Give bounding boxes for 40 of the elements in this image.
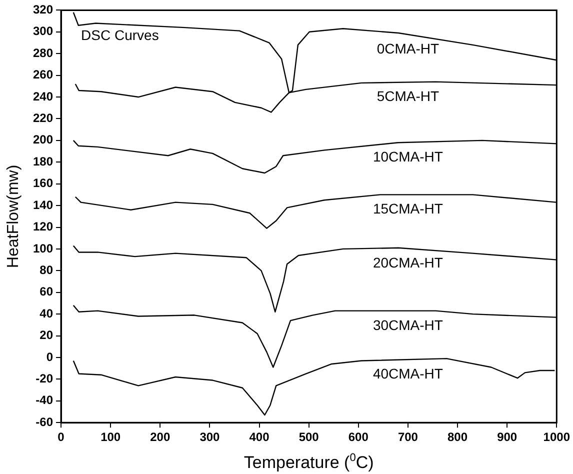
x-tick-label: 800 [448, 430, 468, 444]
x-tick-label: 600 [348, 430, 369, 444]
x-tick-label: 0 [58, 430, 65, 444]
series-label: 20CMA-HT [372, 254, 444, 271]
series-label: 10CMA-HT [372, 148, 444, 164]
x-tick-label: 500 [298, 430, 320, 444]
y-tick-label: 180 [32, 154, 54, 168]
y-tick-label: 20 [40, 328, 54, 342]
y-tick-label: -60 [36, 414, 54, 429]
y-tick-label: 280 [32, 46, 54, 60]
y-tick-label: 260 [32, 68, 54, 82]
y-tick-label: -40 [36, 393, 54, 408]
annotation: DSC Curves [81, 27, 159, 44]
y-tick-label: 60 [40, 284, 54, 299]
series-label: 40CMA-HT [372, 366, 444, 382]
x-tick-label: 900 [497, 430, 518, 444]
y-tick-label: 160 [32, 176, 54, 190]
x-tick-label: 300 [200, 430, 220, 444]
x-tick-label: 100 [100, 430, 121, 444]
y-tick-label: 240 [32, 89, 54, 104]
y-tick-label: 140 [32, 198, 54, 212]
y-tick-label: -20 [36, 372, 54, 386]
x-tick-label: 200 [150, 430, 170, 444]
y-tick-label: 80 [40, 262, 54, 277]
x-tick-label: 400 [249, 430, 270, 444]
x-tick-label: 700 [398, 430, 418, 444]
y-tick-label: 200 [32, 132, 54, 147]
y-tick-label: 100 [32, 241, 54, 256]
x-tick-label: 1000 [543, 430, 570, 444]
y-tick-label: 120 [32, 220, 54, 234]
series-label: 5CMA-HT [376, 88, 440, 104]
series-label: 30CMA-HT [372, 316, 444, 333]
y-tick-label: 40 [40, 306, 54, 320]
series-label: 15CMA-HT [372, 200, 444, 217]
y-tick-label: 300 [32, 24, 54, 38]
y-axis-title: HeatFlow(mw) [5, 164, 22, 268]
y-tick-label: 320 [32, 2, 54, 17]
series-label: 0CMA-HT [376, 40, 440, 57]
y-tick-label: 220 [32, 111, 54, 126]
y-tick-label: 0 [46, 350, 54, 364]
